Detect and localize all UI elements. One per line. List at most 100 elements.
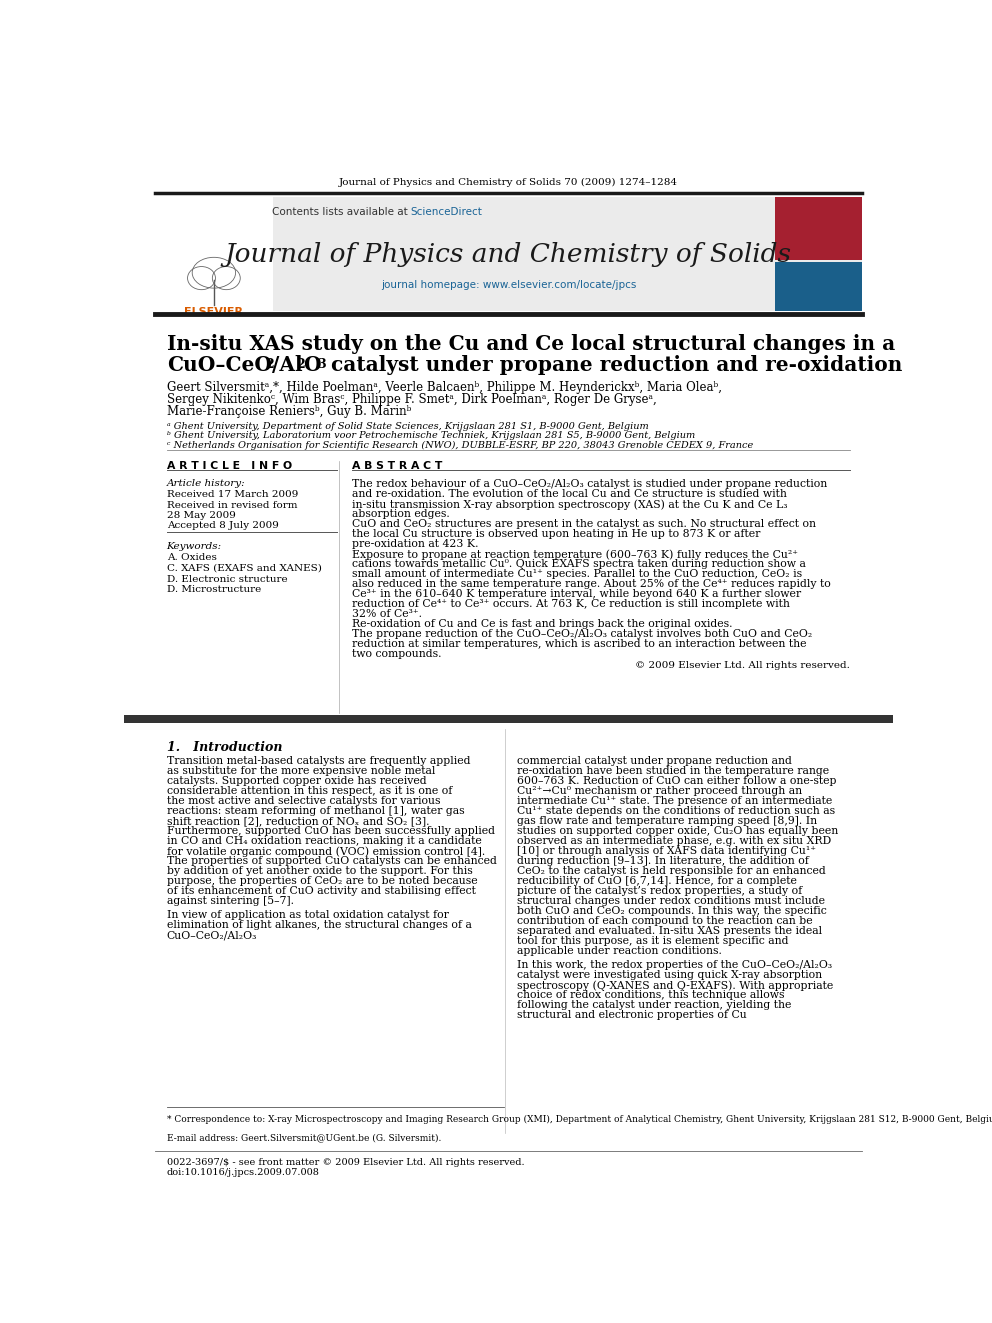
Text: applicable under reaction conditions.: applicable under reaction conditions. [517, 946, 722, 957]
Text: 2: 2 [265, 359, 274, 372]
Text: elimination of light alkanes, the structural changes of a: elimination of light alkanes, the struct… [167, 921, 471, 930]
FancyBboxPatch shape [124, 716, 893, 724]
Text: reduction of Ce⁴⁺ to Ce³⁺ occurs. At 763 K, Ce reduction is still incomplete wit: reduction of Ce⁴⁺ to Ce³⁺ occurs. At 763… [352, 599, 790, 609]
Text: commercial catalyst under propane reduction and: commercial catalyst under propane reduct… [517, 757, 792, 766]
Text: Marie-Françoise Reniersᵇ, Guy B. Marinᵇ: Marie-Françoise Reniersᵇ, Guy B. Marinᵇ [167, 405, 411, 418]
Text: Accepted 8 July 2009: Accepted 8 July 2009 [167, 521, 279, 529]
Text: Keywords:: Keywords: [167, 542, 222, 552]
Text: journal homepage: www.elsevier.com/locate/jpcs: journal homepage: www.elsevier.com/locat… [381, 279, 636, 290]
Text: separated and evaluated. In-situ XAS presents the ideal: separated and evaluated. In-situ XAS pre… [517, 926, 822, 937]
Text: both CuO and CeO₂ compounds. In this way, the specific: both CuO and CeO₂ compounds. In this way… [517, 906, 826, 917]
Text: and re-oxidation. The evolution of the local Cu and Ce structure is studied with: and re-oxidation. The evolution of the l… [352, 490, 787, 499]
Text: E-mail address: Geert.Silversmit@UGent.be (G. Silversmit).: E-mail address: Geert.Silversmit@UGent.b… [167, 1132, 441, 1142]
Text: following the catalyst under reaction, yielding the: following the catalyst under reaction, y… [517, 1000, 792, 1011]
Text: D. Microstructure: D. Microstructure [167, 585, 261, 594]
Text: also reduced in the same temperature range. About 25% of the Ce⁴⁺ reduces rapidl: also reduced in the same temperature ran… [352, 579, 830, 589]
Text: ᵇ Ghent University, Laboratorium voor Petrochemische Techniek, Krijgslaan 281 S5: ᵇ Ghent University, Laboratorium voor Pe… [167, 431, 694, 441]
Text: ScienceDirect: ScienceDirect [411, 208, 483, 217]
Text: 32% of Ce³⁺.: 32% of Ce³⁺. [352, 609, 422, 619]
Text: Contents lists available at: Contents lists available at [272, 208, 411, 217]
Text: Sergey Nikitenkoᶜ, Wim Brasᶜ, Philippe F. Smetᵃ, Dirk Poelmanᵃ, Roger De Gryseᵃ,: Sergey Nikitenkoᶜ, Wim Brasᶜ, Philippe F… [167, 393, 657, 406]
Text: Transition metal-based catalysts are frequently applied: Transition metal-based catalysts are fre… [167, 757, 470, 766]
Text: Exposure to propane at reaction temperature (600–763 K) fully reduces the Cu²⁺: Exposure to propane at reaction temperat… [352, 549, 798, 560]
Text: picture of the catalyst’s redox properties, a study of: picture of the catalyst’s redox properti… [517, 886, 803, 897]
Text: the most active and selective catalysts for various: the most active and selective catalysts … [167, 796, 440, 806]
Text: A B S T R A C T: A B S T R A C T [352, 460, 442, 471]
Text: D. Electronic structure: D. Electronic structure [167, 574, 288, 583]
Text: The redox behaviour of a CuO–CeO₂/Al₂O₃ catalyst is studied under propane reduct: The redox behaviour of a CuO–CeO₂/Al₂O₃ … [352, 479, 827, 490]
Text: catalyst were investigated using quick X-ray absorption: catalyst were investigated using quick X… [517, 970, 822, 980]
Text: 1.   Introduction: 1. Introduction [167, 741, 282, 754]
Text: as substitute for the more expensive noble metal: as substitute for the more expensive nob… [167, 766, 435, 777]
Text: structural changes under redox conditions must include: structural changes under redox condition… [517, 897, 825, 906]
Text: of its enhancement of CuO activity and stabilising effect: of its enhancement of CuO activity and s… [167, 886, 475, 897]
Text: considerable attention in this respect, as it is one of: considerable attention in this respect, … [167, 786, 452, 796]
Text: 0022-3697/$ - see front matter © 2009 Elsevier Ltd. All rights reserved.: 0022-3697/$ - see front matter © 2009 El… [167, 1158, 524, 1167]
Text: In this work, the redox properties of the CuO–CeO₂/Al₂O₃: In this work, the redox properties of th… [517, 960, 832, 970]
Text: reactions: steam reforming of methanol [1], water gas: reactions: steam reforming of methanol [… [167, 806, 464, 816]
Text: studies on supported copper oxide, Cu₂O has equally been: studies on supported copper oxide, Cu₂O … [517, 827, 838, 836]
FancyBboxPatch shape [775, 197, 862, 261]
Text: re-oxidation have been studied in the temperature range: re-oxidation have been studied in the te… [517, 766, 829, 777]
Text: reduction at similar temperatures, which is ascribed to an interaction between t: reduction at similar temperatures, which… [352, 639, 806, 650]
FancyBboxPatch shape [155, 197, 273, 311]
Text: C. XAFS (EXAFS and XANES): C. XAFS (EXAFS and XANES) [167, 564, 321, 573]
Text: /Al: /Al [272, 355, 303, 376]
Text: © 2009 Elsevier Ltd. All rights reserved.: © 2009 Elsevier Ltd. All rights reserved… [635, 660, 850, 669]
Text: purpose, the properties of CeO₂ are to be noted because: purpose, the properties of CeO₂ are to b… [167, 876, 477, 886]
Text: choice of redox conditions, this technique allows: choice of redox conditions, this techniq… [517, 991, 785, 1000]
Text: Journal of Physics and Chemistry of Solids: Journal of Physics and Chemistry of Soli… [225, 242, 792, 267]
Text: in-situ transmission X-ray absorption spectroscopy (XAS) at the Cu K and Ce L₃: in-situ transmission X-ray absorption sp… [352, 499, 788, 509]
Text: during reduction [9–13]. In literature, the addition of: during reduction [9–13]. In literature, … [517, 856, 808, 867]
Text: structural and electronic properties of Cu: structural and electronic properties of … [517, 1011, 747, 1020]
Text: contribution of each compound to the reaction can be: contribution of each compound to the rea… [517, 917, 812, 926]
Text: In view of application as total oxidation catalyst for: In view of application as total oxidatio… [167, 910, 448, 921]
Text: two compounds.: two compounds. [352, 650, 441, 659]
Text: CuO–CeO: CuO–CeO [167, 355, 272, 376]
Text: absorption edges.: absorption edges. [352, 509, 449, 519]
Text: Cu¹⁺ state depends on the conditions of reduction such as: Cu¹⁺ state depends on the conditions of … [517, 806, 835, 816]
Text: spectroscopy (Q-XANES and Q-EXAFS). With appropriate: spectroscopy (Q-XANES and Q-EXAFS). With… [517, 980, 833, 991]
Text: Article history:: Article history: [167, 479, 245, 488]
FancyBboxPatch shape [775, 262, 862, 311]
Text: by addition of yet another oxide to the support. For this: by addition of yet another oxide to the … [167, 867, 472, 876]
Text: the local Cu structure is observed upon heating in He up to 873 K or after: the local Cu structure is observed upon … [352, 529, 760, 540]
Text: 600–763 K. Reduction of CuO can either follow a one-step: 600–763 K. Reduction of CuO can either f… [517, 777, 836, 786]
Text: CeO₂ to the catalyst is held responsible for an enhanced: CeO₂ to the catalyst is held responsible… [517, 867, 825, 876]
Text: The propane reduction of the CuO–CeO₂/Al₂O₃ catalyst involves both CuO and CeO₂: The propane reduction of the CuO–CeO₂/Al… [352, 630, 812, 639]
Text: cations towards metallic Cu⁰. Quick EXAFS spectra taken during reduction show a: cations towards metallic Cu⁰. Quick EXAF… [352, 560, 806, 569]
Text: A. Oxides: A. Oxides [167, 553, 216, 562]
Text: against sintering [5–7].: against sintering [5–7]. [167, 897, 294, 906]
Text: gas flow rate and temperature ramping speed [8,9]. In: gas flow rate and temperature ramping sp… [517, 816, 817, 827]
Text: catalysts. Supported copper oxide has received: catalysts. Supported copper oxide has re… [167, 777, 427, 786]
Text: catalyst under propane reduction and re-oxidation: catalyst under propane reduction and re-… [324, 355, 903, 376]
Text: Re-oxidation of Cu and Ce is fast and brings back the original oxides.: Re-oxidation of Cu and Ce is fast and br… [352, 619, 732, 630]
Text: Cu²⁺→Cu⁰ mechanism or rather proceed through an: Cu²⁺→Cu⁰ mechanism or rather proceed thr… [517, 786, 803, 796]
Text: observed as an intermediate phase, e.g. with ex situ XRD: observed as an intermediate phase, e.g. … [517, 836, 831, 847]
Text: Received 17 March 2009: Received 17 March 2009 [167, 490, 298, 499]
Text: ᶜ Netherlands Organisation for Scientific Research (NWO), DUBBLE-ESRF, BP 220, 3: ᶜ Netherlands Organisation for Scientifi… [167, 441, 753, 450]
Text: reducibility of CuO [6,7,14]. Hence, for a complete: reducibility of CuO [6,7,14]. Hence, for… [517, 876, 797, 886]
Text: doi:10.1016/j.jpcs.2009.07.008: doi:10.1016/j.jpcs.2009.07.008 [167, 1168, 319, 1177]
Text: * Correspondence to: X-ray Microspectroscopy and Imaging Research Group (XMI), D: * Correspondence to: X-ray Microspectros… [167, 1115, 992, 1125]
Text: for volatile organic compound (VOC) emission control [4].: for volatile organic compound (VOC) emis… [167, 847, 485, 857]
Text: Ce³⁺ in the 610–640 K temperature interval, while beyond 640 K a further slower: Ce³⁺ in the 610–640 K temperature interv… [352, 589, 801, 599]
Text: in CO and CH₄ oxidation reactions, making it a candidate: in CO and CH₄ oxidation reactions, makin… [167, 836, 481, 847]
Text: tool for this purpose, as it is element specific and: tool for this purpose, as it is element … [517, 937, 789, 946]
Text: Journal of Physics and Chemistry of Solids 70 (2009) 1274–1284: Journal of Physics and Chemistry of Soli… [339, 179, 678, 187]
Text: Furthermore, supported CuO has been successfully applied: Furthermore, supported CuO has been succ… [167, 827, 495, 836]
Text: A R T I C L E   I N F O: A R T I C L E I N F O [167, 460, 292, 471]
Text: O: O [303, 355, 320, 376]
Text: The properties of supported CuO catalysts can be enhanced: The properties of supported CuO catalyst… [167, 856, 497, 867]
Text: Received in revised form: Received in revised form [167, 500, 298, 509]
Text: ᵃ Ghent University, Department of Solid State Sciences, Krijgslaan 281 S1, B-900: ᵃ Ghent University, Department of Solid … [167, 422, 649, 431]
Text: shift reaction [2], reduction of NOₓ and SO₂ [3].: shift reaction [2], reduction of NOₓ and… [167, 816, 430, 827]
Text: small amount of intermediate Cu¹⁺ species. Parallel to the CuO reduction, CeO₂ i: small amount of intermediate Cu¹⁺ specie… [352, 569, 802, 579]
Text: In-situ XAS study on the Cu and Ce local structural changes in a: In-situ XAS study on the Cu and Ce local… [167, 335, 895, 355]
Text: [10] or through analysis of XAFS data identifying Cu¹⁺: [10] or through analysis of XAFS data id… [517, 847, 816, 856]
Text: pre-oxidation at 423 K.: pre-oxidation at 423 K. [352, 540, 478, 549]
Text: ELSEVIER: ELSEVIER [185, 307, 243, 316]
Text: 2: 2 [296, 359, 305, 372]
Text: Geert Silversmitᵃ,*, Hilde Poelmanᵃ, Veerle Balcaenᵇ, Philippe M. Heynderickxᵇ, : Geert Silversmitᵃ,*, Hilde Poelmanᵃ, Vee… [167, 381, 721, 393]
Text: intermediate Cu¹⁺ state. The presence of an intermediate: intermediate Cu¹⁺ state. The presence of… [517, 796, 832, 806]
